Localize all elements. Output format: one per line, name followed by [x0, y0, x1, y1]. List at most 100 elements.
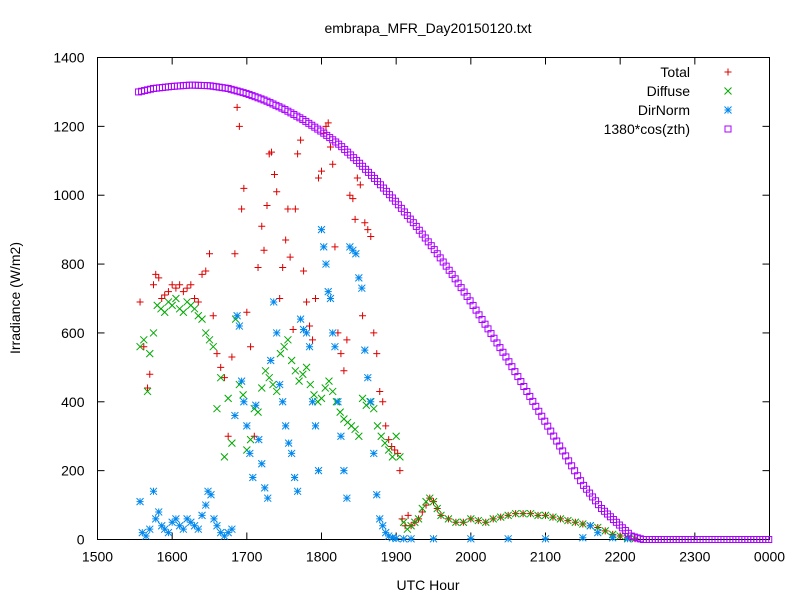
data-point: [418, 504, 427, 513]
series-diffuse: [136, 294, 639, 543]
data-point: [191, 295, 199, 302]
x-axis-label: UTC Hour: [396, 577, 459, 593]
data-point: [306, 322, 314, 330]
data-point: [353, 174, 361, 182]
chart-title: embrapa_MFR_Day20150120.txt: [324, 20, 531, 36]
y-tick-label: 200: [61, 463, 85, 479]
data-point: [245, 449, 254, 458]
data-point: [202, 267, 210, 275]
data-point: [145, 349, 154, 358]
data-point: [302, 363, 311, 372]
legend-marker: [724, 68, 732, 76]
data-point: [250, 432, 258, 440]
data-point: [369, 449, 378, 458]
y-tick-label: 1000: [53, 187, 84, 203]
data-point: [209, 312, 217, 320]
data-point: [489, 514, 498, 523]
data-point: [224, 394, 233, 403]
data-point: [224, 528, 233, 537]
data-point: [158, 295, 166, 302]
series-1380-cos-zth-: [135, 81, 773, 543]
data-point: [306, 380, 315, 389]
data-point: [164, 528, 173, 537]
data-point: [452, 518, 460, 527]
x-tick-label: 2200: [605, 549, 636, 565]
y-tick-label: 800: [61, 256, 85, 272]
plot-area: [135, 81, 773, 543]
data-point: [351, 425, 359, 434]
data-point: [235, 322, 244, 330]
data-point: [258, 222, 266, 230]
data-point: [194, 525, 203, 534]
data-point: [359, 312, 367, 320]
data-point: [155, 274, 163, 282]
data-point: [140, 343, 148, 351]
data-point: [183, 514, 191, 523]
data-point: [623, 534, 632, 543]
data-point: [381, 439, 389, 447]
series-total: [136, 103, 639, 543]
legend-label: Total: [660, 64, 690, 80]
data-point: [346, 191, 354, 199]
data-point: [198, 270, 206, 278]
data-point: [382, 422, 390, 430]
data-point: [336, 408, 345, 416]
x-tick-label: 2100: [530, 549, 561, 565]
data-point: [261, 366, 270, 375]
data-point: [278, 397, 287, 406]
data-point: [314, 466, 323, 475]
data-point: [349, 195, 357, 203]
data-point: [270, 171, 278, 179]
data-point: [144, 384, 152, 392]
data-point: [459, 518, 468, 527]
data-point: [246, 435, 255, 444]
data-point: [354, 432, 363, 441]
data-point: [296, 315, 305, 324]
y-axis: 0 200 400 600 800 1000 1200 1400: [53, 50, 770, 548]
data-point: [263, 202, 271, 210]
data-point: [272, 329, 281, 337]
x-tick-label: 1600: [157, 549, 188, 565]
data-point: [310, 391, 318, 399]
data-point: [269, 380, 277, 389]
data-point: [317, 394, 326, 403]
data-point: [209, 342, 218, 351]
x-tick-label: 2000: [455, 549, 486, 565]
data-point: [343, 336, 351, 344]
data-point: [541, 534, 550, 543]
data-point: [237, 377, 246, 385]
data-point: [266, 356, 275, 365]
data-point: [272, 387, 281, 396]
data-point: [243, 308, 251, 316]
data-point: [331, 342, 339, 351]
x-axis: 1500 1600 1700 1800 1900 2000 2100 2200 2300 0000: [82, 57, 785, 565]
data-point: [331, 243, 339, 251]
data-point: [357, 284, 366, 293]
data-point: [466, 534, 475, 543]
data-point: [765, 536, 773, 543]
data-point: [334, 397, 342, 406]
data-point: [260, 246, 268, 254]
data-point: [257, 459, 266, 468]
y-tick-label: 1200: [53, 118, 84, 134]
data-point: [142, 532, 150, 540]
x-tick-label: 1800: [306, 549, 337, 565]
data-point: [392, 534, 401, 543]
data-point: [377, 432, 386, 441]
data-point: [354, 273, 363, 282]
data-point: [267, 148, 275, 156]
data-point: [337, 350, 345, 358]
data-point: [586, 521, 595, 530]
data-point: [210, 514, 218, 523]
data-point: [571, 518, 580, 527]
data-point: [280, 342, 289, 351]
y-axis-label: Irradiance (W/m2): [7, 242, 23, 354]
data-point: [429, 497, 438, 506]
data-point: [481, 518, 490, 527]
data-point: [294, 150, 302, 158]
data-point: [254, 264, 262, 272]
data-point: [239, 397, 248, 406]
data-point: [187, 281, 195, 289]
x-tick-label: 1700: [231, 549, 262, 565]
